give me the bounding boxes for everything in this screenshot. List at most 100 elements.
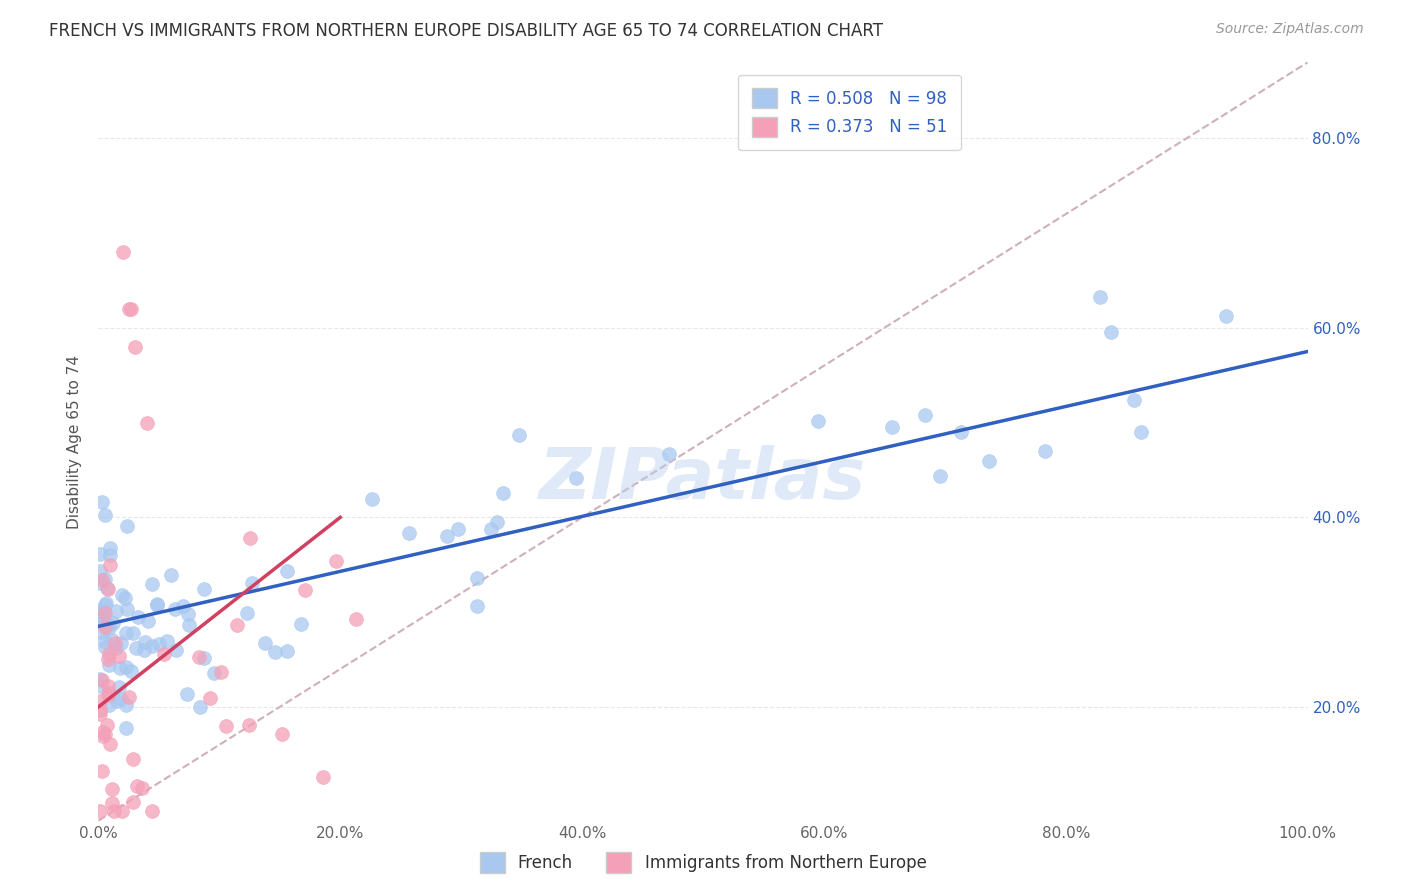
Point	[118, 301, 141, 316]
Point	[914, 409, 936, 423]
Point	[114, 626, 136, 640]
Point	[155, 634, 177, 648]
Point	[1033, 444, 1056, 458]
Point	[111, 804, 134, 818]
Text: FRENCH VS IMMIGRANTS FROM NORTHERN EUROPE DISABILITY AGE 65 TO 74 CORRELATION CH: FRENCH VS IMMIGRANTS FROM NORTHERN EUROP…	[49, 22, 883, 40]
Point	[94, 596, 117, 610]
Point	[486, 515, 509, 529]
Point	[479, 522, 502, 536]
Point	[127, 610, 149, 624]
Point	[97, 679, 120, 693]
Point	[565, 471, 588, 485]
Point	[344, 612, 367, 626]
Point	[105, 693, 128, 707]
Point	[276, 644, 298, 658]
Point	[97, 698, 120, 712]
Point	[96, 718, 118, 732]
Point	[98, 658, 121, 673]
Point	[122, 752, 145, 766]
Point	[114, 591, 136, 605]
Point	[135, 416, 157, 430]
Point	[226, 617, 249, 632]
Point	[193, 582, 215, 596]
Point	[132, 643, 155, 657]
Point	[465, 570, 488, 584]
Point	[96, 581, 118, 595]
Point	[1215, 309, 1237, 323]
Point	[950, 425, 973, 440]
Point	[89, 672, 111, 686]
Point	[311, 770, 333, 784]
Point	[214, 718, 236, 732]
Point	[176, 687, 198, 701]
Point	[1088, 290, 1111, 304]
Point	[89, 694, 111, 708]
Point	[120, 301, 142, 316]
Point	[325, 554, 347, 568]
Point	[239, 531, 262, 545]
Point	[131, 780, 153, 795]
Point	[91, 725, 114, 739]
Point	[202, 665, 225, 680]
Point	[198, 691, 221, 706]
Point	[492, 486, 515, 500]
Point	[148, 637, 170, 651]
Point	[100, 781, 122, 796]
Point	[120, 664, 142, 678]
Point	[929, 468, 952, 483]
Point	[90, 679, 112, 693]
Point	[145, 599, 167, 613]
Point	[98, 549, 121, 563]
Point	[100, 796, 122, 810]
Point	[115, 659, 138, 673]
Point	[90, 673, 112, 687]
Point	[104, 640, 127, 655]
Point	[290, 617, 312, 632]
Point	[146, 597, 169, 611]
Point	[98, 618, 121, 632]
Point	[93, 572, 115, 586]
Point	[97, 621, 120, 635]
Point	[103, 804, 125, 818]
Point	[209, 665, 232, 680]
Point	[97, 686, 120, 700]
Point	[90, 573, 112, 587]
Point	[111, 244, 134, 259]
Point	[270, 727, 292, 741]
Point	[110, 661, 132, 675]
Point	[93, 508, 115, 523]
Point	[172, 599, 194, 613]
Point	[115, 519, 138, 533]
Point	[98, 558, 121, 573]
Point	[141, 639, 163, 653]
Point	[467, 599, 489, 614]
Point	[89, 564, 111, 578]
Point	[436, 529, 458, 543]
Point	[104, 604, 127, 618]
Point	[91, 609, 114, 624]
Point	[658, 447, 681, 461]
Point	[94, 727, 117, 741]
Point	[294, 583, 316, 598]
Point	[97, 652, 120, 666]
Point	[398, 526, 420, 541]
Point	[1130, 425, 1153, 440]
Point	[89, 547, 111, 561]
Point	[94, 640, 117, 655]
Point	[111, 588, 134, 602]
Point	[807, 414, 830, 428]
Point	[104, 636, 127, 650]
Point	[89, 703, 111, 717]
Point	[89, 576, 111, 591]
Point	[115, 698, 138, 713]
Point	[93, 617, 115, 632]
Point	[179, 618, 201, 632]
Point	[108, 680, 131, 694]
Point	[97, 582, 120, 597]
Point	[115, 602, 138, 616]
Point	[240, 576, 263, 591]
Point	[124, 340, 146, 354]
Point	[110, 636, 132, 650]
Point	[89, 707, 111, 722]
Point	[254, 635, 277, 649]
